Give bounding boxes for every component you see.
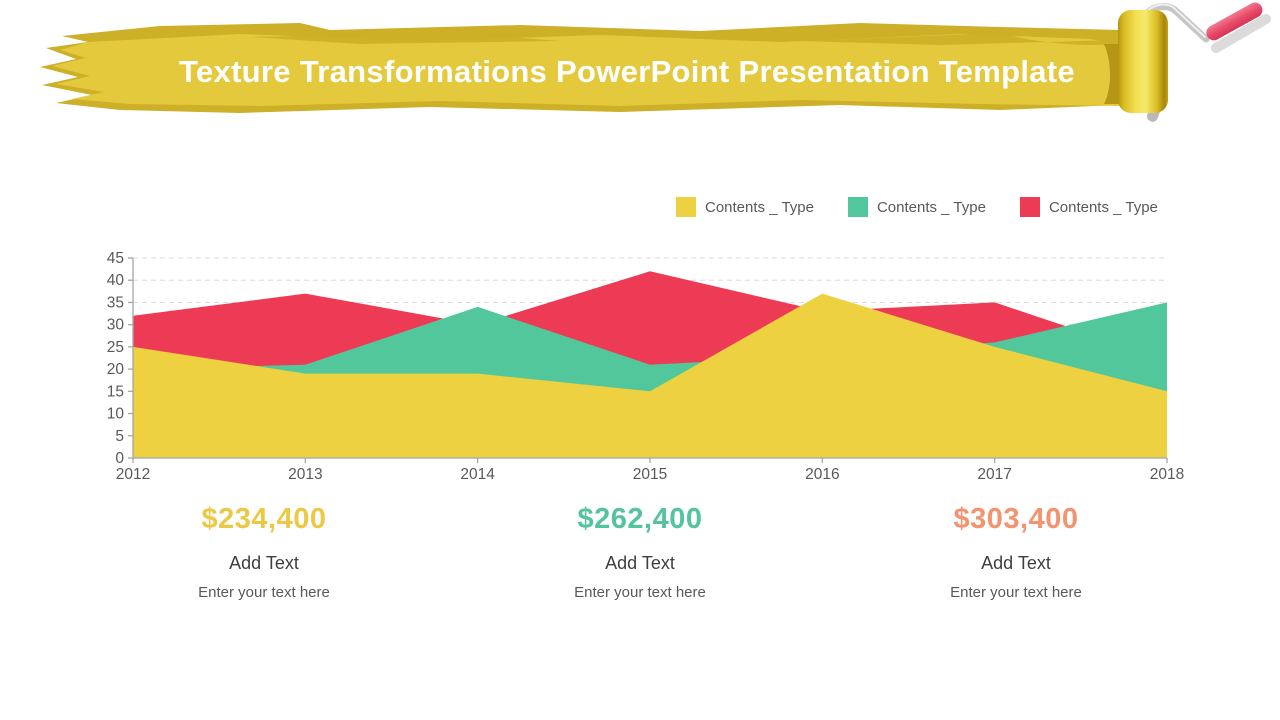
stat-block[interactable]: $262,400 Add Text Enter your text here <box>470 503 810 601</box>
legend-item[interactable]: Contents _ Type <box>676 197 814 217</box>
y-tick-label: 40 <box>107 272 125 289</box>
legend-item[interactable]: Contents _ Type <box>847 197 986 217</box>
banner-streak <box>800 33 1118 45</box>
axis-labels: 0 5 10 15 20 25 30 35 40 45 2012 2013 2014 2015 2016 20… <box>107 250 1184 483</box>
stat-sublabel[interactable]: Enter your text here <box>574 584 706 601</box>
y-tick-label: 5 <box>115 428 124 445</box>
legend-label: Contents _ Type <box>876 198 986 216</box>
axes <box>128 257 1168 463</box>
x-tick-label: 2017 <box>977 466 1011 483</box>
roller-grip <box>1206 2 1263 41</box>
roller-cylinder <box>1118 10 1168 113</box>
page-title[interactable]: Texture Transformations PowerPoint Prese… <box>179 54 1075 89</box>
area-series-front <box>133 293 1167 458</box>
legend-label: Contents _ Type <box>705 198 814 216</box>
x-tick-label: 2015 <box>633 466 667 483</box>
stat-block[interactable]: $303,400 Add Text Enter your text here <box>846 503 1186 601</box>
stat-block[interactable]: $234,400 Add Text Enter your text here <box>94 503 434 601</box>
y-tick-label: 30 <box>107 317 125 334</box>
stat-sublabel[interactable]: Enter your text here <box>950 584 1082 601</box>
x-tick-label: 2014 <box>460 466 495 483</box>
stat-label[interactable]: Add Text <box>605 553 675 573</box>
x-tick-label: 2013 <box>288 466 322 483</box>
roller-grip-shadow <box>1211 14 1271 53</box>
banner-main-layer <box>52 34 1120 106</box>
legend-swatch-icon <box>1019 197 1040 217</box>
y-tick-label: 20 <box>107 361 125 378</box>
roller-fold-shadow <box>1104 44 1120 104</box>
stat-value[interactable]: $234,400 <box>201 503 327 535</box>
x-tick-label: 2012 <box>116 466 150 483</box>
area-chart[interactable]: 0 5 10 15 20 25 30 35 40 45 2012 2013 2014 2015 2016 20… <box>0 240 1280 500</box>
y-tick-label: 25 <box>107 339 124 356</box>
legend-label: Contents _ Type <box>1048 198 1158 216</box>
stat-label[interactable]: Add Text <box>229 553 299 573</box>
banner-streak <box>250 33 560 44</box>
paint-roller-icon <box>1104 2 1271 122</box>
stat-label[interactable]: Add Text <box>981 553 1051 573</box>
area-chart-canvas[interactable]: 0 5 10 15 20 25 30 35 40 45 2012 2013 2014 2015 2016 20… <box>0 240 1280 500</box>
y-tick-label: 10 <box>107 406 125 423</box>
stat-sublabel[interactable]: Enter your text here <box>198 584 330 601</box>
x-tick-label: 2018 <box>1150 466 1184 483</box>
legend-swatch-icon <box>847 197 868 217</box>
y-tick-label: 15 <box>107 383 124 400</box>
chart-legend: Contents _ Type Contents _ Type Contents _… <box>676 197 1158 217</box>
stat-value[interactable]: $262,400 <box>577 503 703 535</box>
x-tick-label: 2016 <box>805 466 839 483</box>
roller-handle-highlight <box>1146 3 1206 38</box>
stat-value[interactable]: $303,400 <box>953 503 1079 535</box>
y-tick-label: 35 <box>107 294 124 311</box>
legend-swatch-icon <box>676 197 696 217</box>
y-tick-label: 0 <box>115 450 124 467</box>
y-tick-label: 45 <box>107 250 124 267</box>
legend-item[interactable]: Contents _ Type <box>1019 197 1158 217</box>
paint-stroke-banner <box>40 2 1271 122</box>
